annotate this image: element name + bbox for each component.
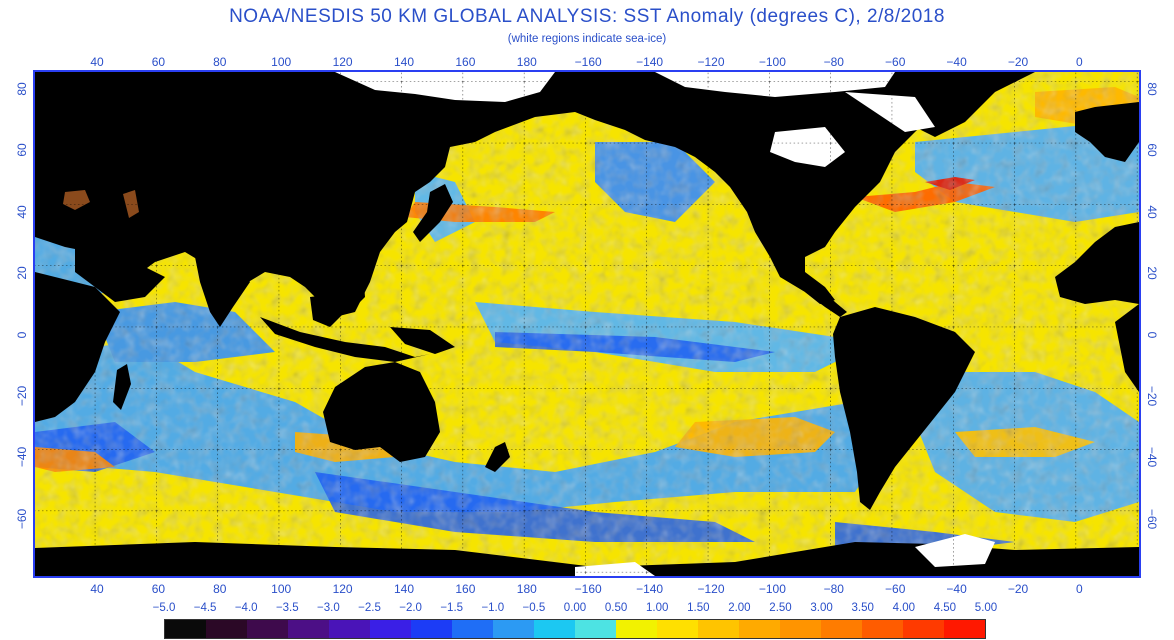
legend-swatch (698, 620, 739, 638)
page-title: NOAA/NESDIS 50 KM GLOBAL ANALYSIS: SST A… (229, 6, 945, 27)
legend-swatch (739, 620, 780, 638)
longitude-tick-bottom: 100 (271, 582, 292, 596)
latitude-tick-right: 20 (1145, 266, 1159, 280)
legend-swatch (534, 620, 575, 638)
legend-swatch (575, 620, 616, 638)
graticule (35, 72, 1139, 576)
legend-label: −3.0 (317, 602, 340, 614)
longitude-tick-top: 40 (90, 55, 104, 69)
longitude-tick-top: 180 (516, 55, 537, 69)
legend-label: −0.5 (522, 602, 546, 614)
longitude-tick-bottom: −160 (574, 582, 602, 596)
longitude-tick-bottom: −40 (946, 582, 967, 596)
legend-label: −2.0 (399, 602, 422, 614)
sst-anomaly-map (33, 70, 1141, 578)
longitude-tick-top: −60 (885, 55, 906, 69)
page-subtitle: (white regions indicate sea-ice) (507, 33, 667, 45)
longitude-tick-top: −140 (636, 55, 664, 69)
latitude-tick-left: −40 (15, 447, 29, 468)
map-canvas (35, 72, 1139, 576)
longitude-tick-bottom: −80 (823, 582, 844, 596)
longitude-tick-top: −120 (697, 55, 725, 69)
latitude-tick-left: −60 (15, 508, 29, 529)
legend-swatch (862, 620, 903, 638)
longitude-tick-top: 60 (151, 55, 166, 69)
color-legend (164, 619, 986, 639)
longitude-tick-bottom: 180 (516, 582, 537, 596)
longitude-tick-top: −40 (946, 55, 967, 69)
longitude-tick-bottom: 40 (90, 582, 104, 596)
longitude-tick-top: −20 (1007, 55, 1029, 69)
longitude-tick-top: 100 (271, 55, 292, 69)
latitude-tick-left: 0 (15, 331, 29, 338)
latitude-tick-left: 20 (15, 266, 29, 280)
latitude-tick-left: −20 (15, 385, 29, 407)
latitude-tick-left: 80 (15, 82, 29, 96)
legend-label: −3.5 (275, 602, 299, 614)
latitude-tick-right: 40 (1145, 205, 1159, 219)
legend-label: −1.0 (481, 602, 505, 614)
legend-swatch (247, 620, 288, 638)
legend-swatch (288, 620, 329, 638)
longitude-tick-bottom: 140 (393, 582, 415, 596)
legend-label: 4.50 (933, 602, 957, 614)
longitude-tick-bottom: −60 (885, 582, 906, 596)
longitude-tick-top: −160 (574, 55, 602, 69)
legend-label: 0.50 (604, 602, 628, 614)
legend-swatch (165, 620, 206, 638)
legend-label: 2.50 (769, 602, 792, 614)
legend-label: 1.50 (687, 602, 710, 614)
longitude-tick-top: 140 (393, 55, 415, 69)
latitude-tick-right: −40 (1145, 447, 1159, 468)
legend-swatch (452, 620, 493, 638)
longitude-tick-top: −80 (823, 55, 844, 69)
legend-swatch (903, 620, 944, 638)
latitude-tick-right: 0 (1145, 331, 1159, 338)
longitude-tick-top: 0 (1076, 55, 1083, 69)
longitude-tick-top: −100 (758, 55, 786, 69)
latitude-tick-right: 60 (1145, 143, 1159, 158)
legend-swatch (206, 620, 247, 638)
legend-swatch (329, 620, 370, 638)
legend-label: 2.00 (728, 602, 751, 614)
longitude-tick-bottom: 160 (455, 582, 476, 596)
legend-label: 4.00 (892, 602, 915, 614)
legend-label: 0.00 (563, 602, 587, 614)
longitude-tick-top: 120 (332, 55, 353, 69)
legend-label: 5.00 (974, 602, 998, 614)
legend-swatch (370, 620, 411, 638)
longitude-tick-top: 80 (213, 55, 227, 69)
longitude-tick-bottom: 80 (213, 582, 227, 596)
legend-label: −4.5 (193, 602, 217, 614)
legend-swatch (657, 620, 698, 638)
legend-label: −5.0 (152, 602, 176, 614)
longitude-tick-bottom: −120 (697, 582, 725, 596)
legend-label: 3.50 (851, 602, 874, 614)
legend-label: −4.0 (234, 602, 258, 614)
legend-swatch (493, 620, 534, 638)
legend-label: −1.5 (440, 602, 464, 614)
longitude-tick-bottom: 0 (1076, 582, 1083, 596)
latitude-tick-left: 60 (15, 143, 29, 158)
legend-swatch (944, 620, 985, 638)
longitude-tick-bottom: 60 (151, 582, 166, 596)
legend-swatch (780, 620, 821, 638)
legend-label: −2.5 (358, 602, 381, 614)
latitude-tick-right: −60 (1145, 508, 1159, 529)
longitude-tick-bottom: −140 (636, 582, 664, 596)
longitude-tick-bottom: 120 (332, 582, 353, 596)
longitude-tick-bottom: −20 (1007, 582, 1029, 596)
longitude-tick-bottom: −100 (758, 582, 786, 596)
legend-swatch (411, 620, 452, 638)
latitude-tick-right: −20 (1145, 385, 1159, 407)
legend-label: 1.00 (645, 602, 669, 614)
legend-label: 3.00 (810, 602, 833, 614)
legend-swatch (821, 620, 862, 638)
latitude-tick-left: 40 (15, 205, 29, 219)
latitude-tick-right: 80 (1145, 82, 1159, 96)
longitude-tick-top: 160 (455, 55, 476, 69)
legend-swatch (616, 620, 657, 638)
